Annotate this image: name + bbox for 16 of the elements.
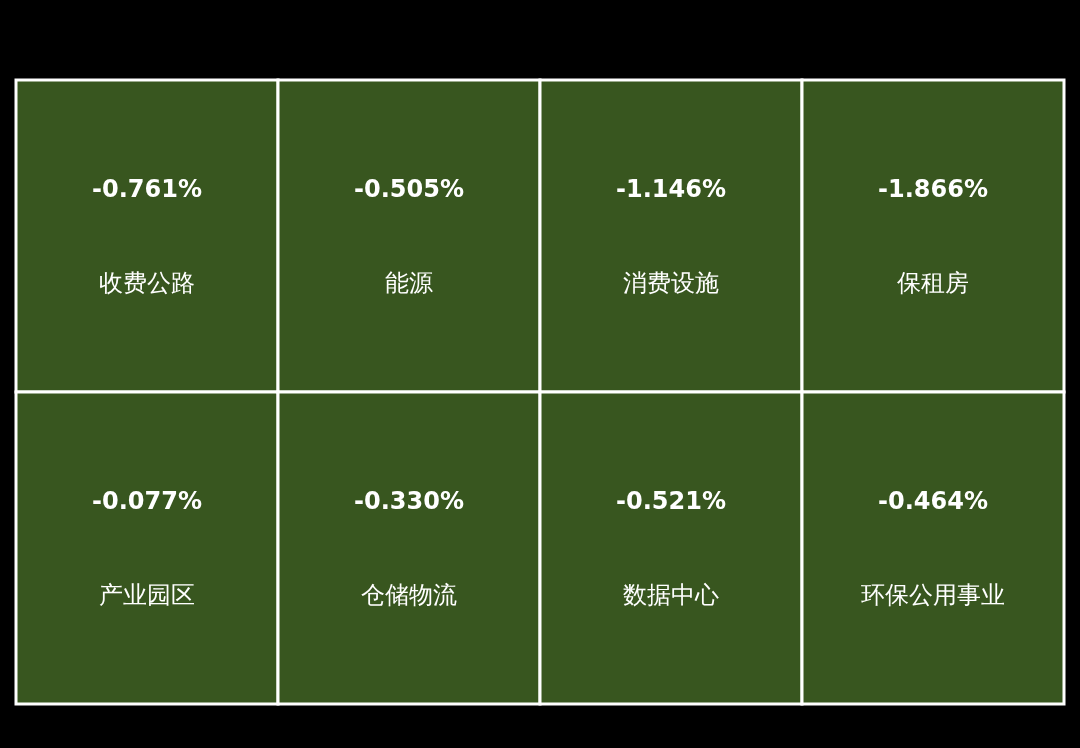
category-label: 环保公用事业 [861, 580, 1005, 609]
data-label: -0.505% [354, 175, 464, 204]
category-label: 仓储物流 [361, 580, 457, 609]
data-label: -0.521% [616, 487, 726, 516]
category-label: 收费公路 [99, 268, 195, 297]
category-label: 产业园区 [99, 580, 195, 609]
data-label: -1.146% [616, 175, 726, 204]
category-label: 数据中心 [623, 580, 719, 609]
data-label: -0.077% [92, 487, 202, 516]
category-label: 保租房 [897, 268, 969, 297]
data-label: -0.464% [878, 487, 988, 516]
category-label: 消费设施 [623, 268, 719, 297]
data-label: -0.330% [354, 487, 464, 516]
data-label: -1.866% [878, 175, 988, 204]
category-label: 能源 [385, 268, 433, 297]
data-label: -0.761% [92, 175, 202, 204]
